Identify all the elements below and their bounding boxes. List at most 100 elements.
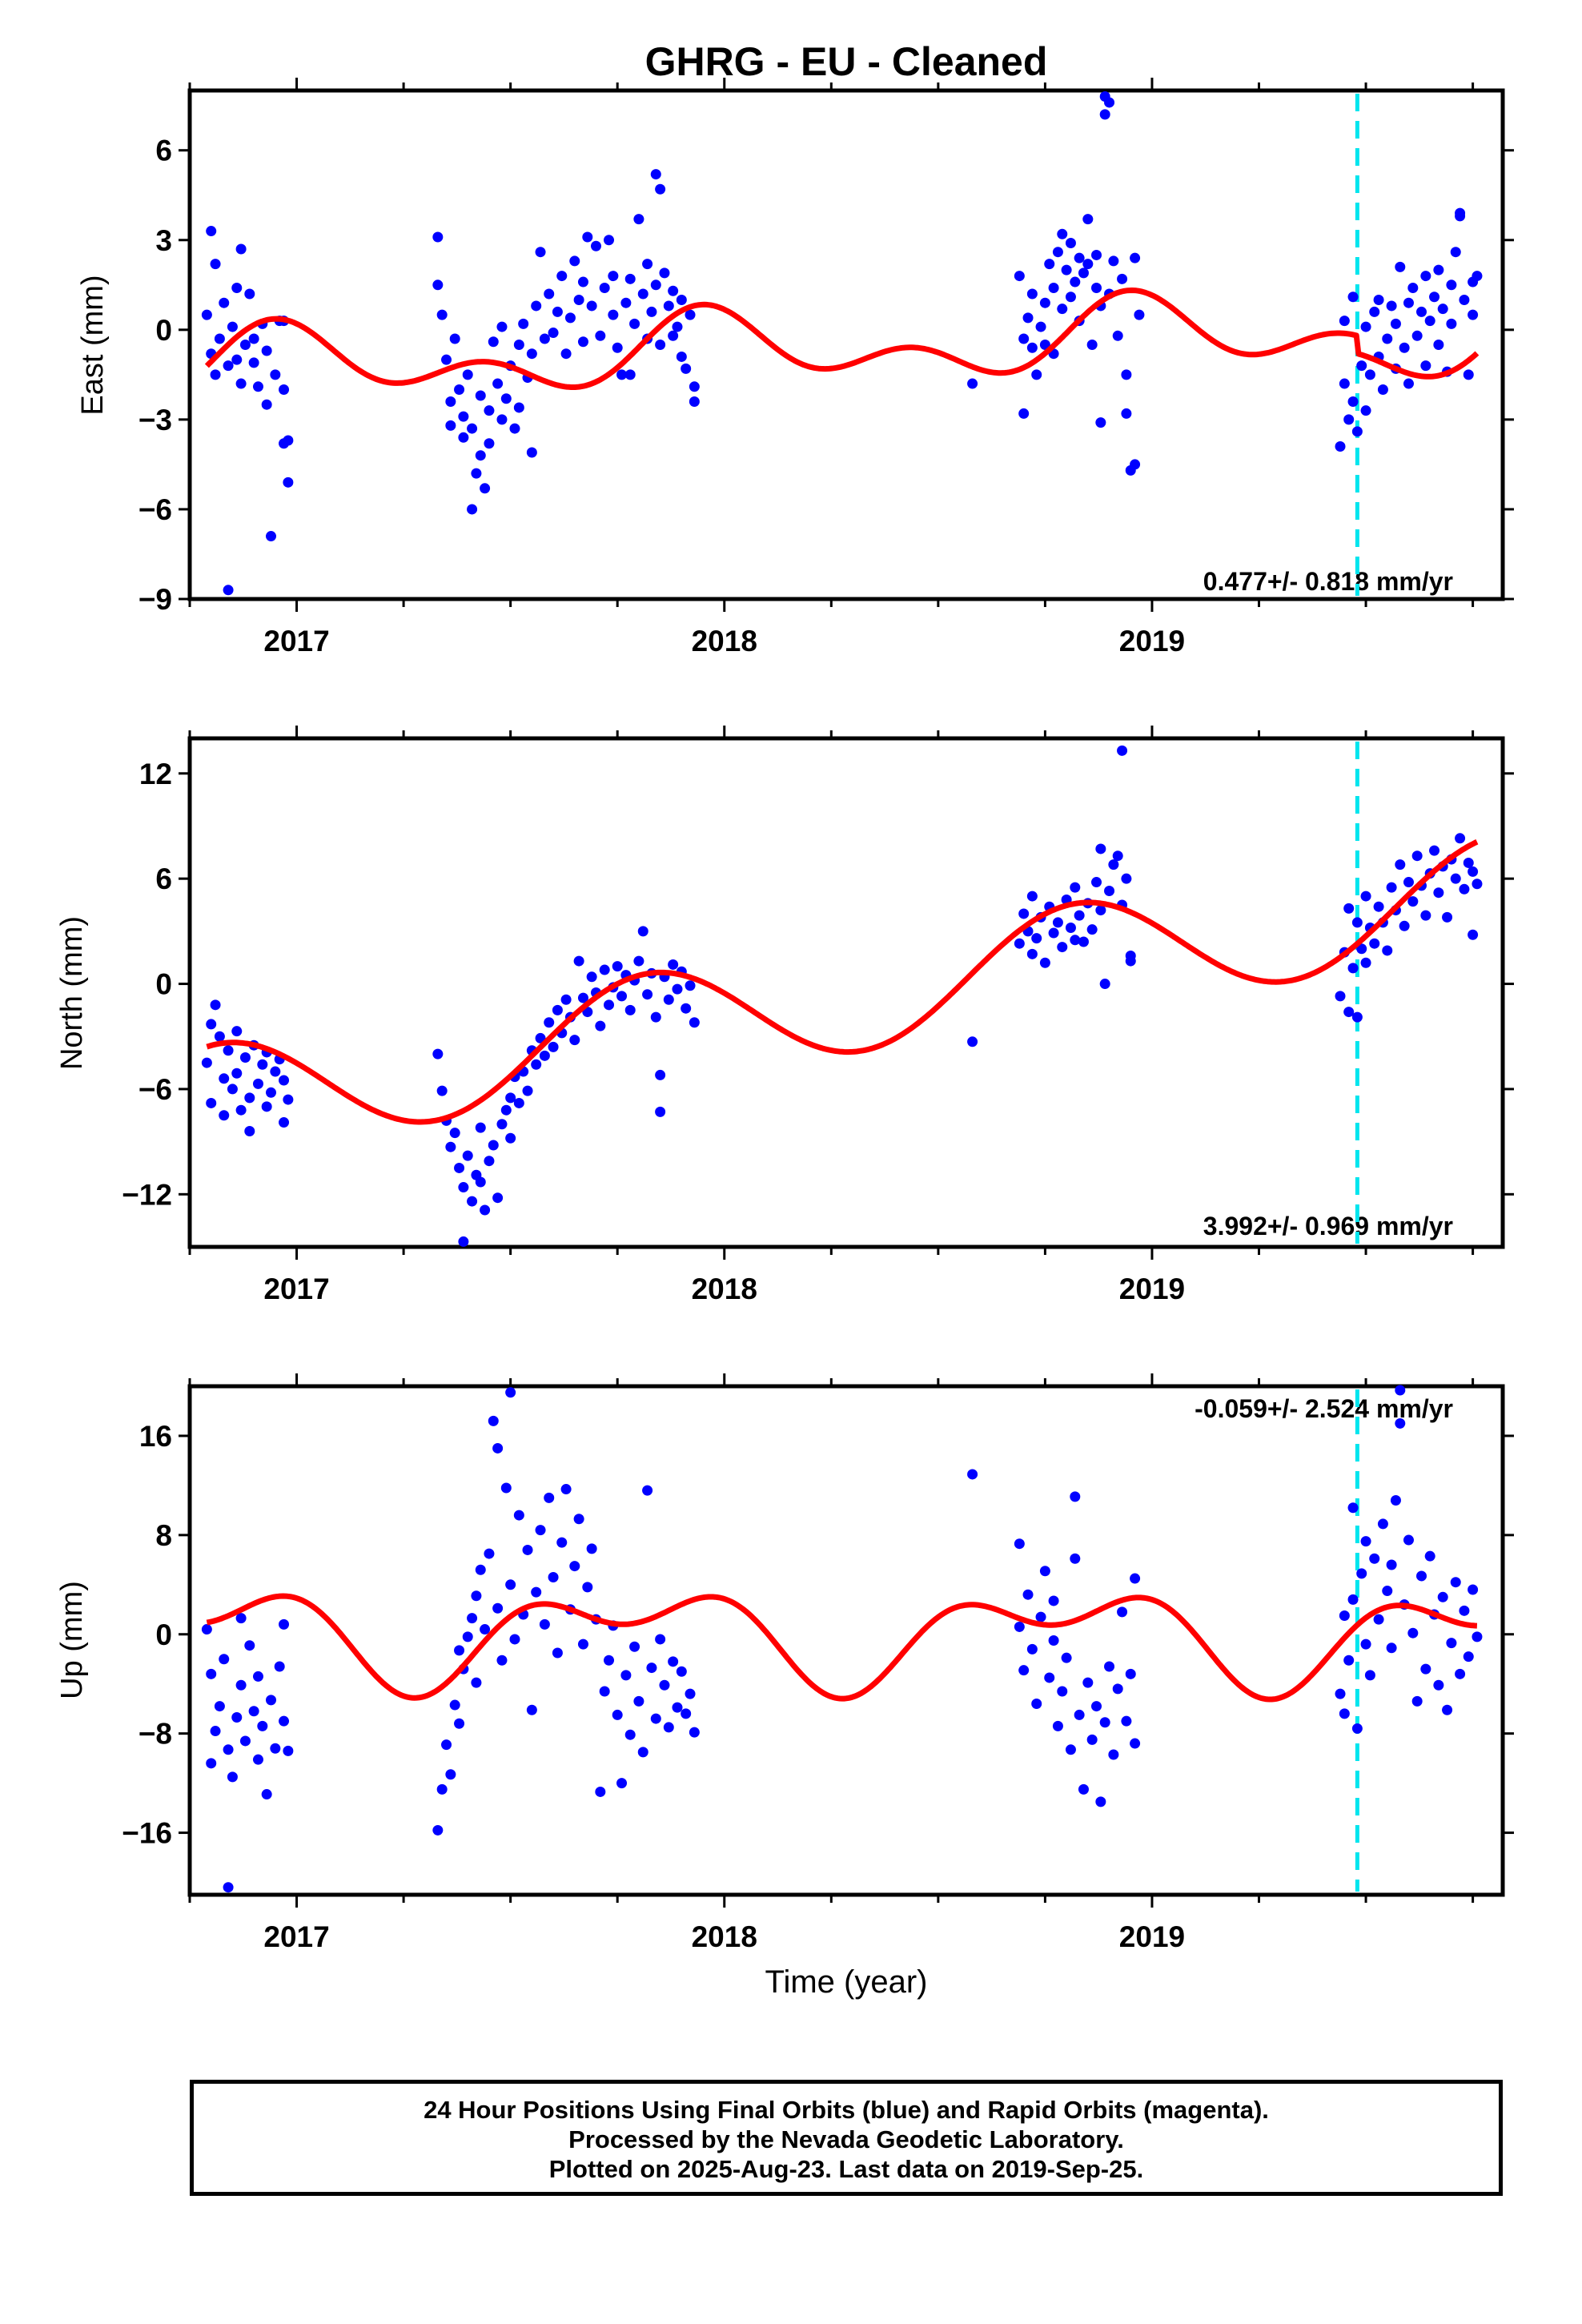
north-data-point	[655, 1069, 666, 1080]
east-data-point	[573, 294, 584, 305]
east-data-point	[582, 231, 593, 243]
east-data-point	[1360, 405, 1371, 416]
up-data-point	[1048, 1595, 1059, 1606]
east-data-point	[577, 276, 588, 287]
up-plot-layer: −16 −8 0 8 16 2017 2018 2019	[122, 1373, 1514, 1953]
east-data-point	[1065, 238, 1076, 248]
north-axis-label: North (mm)	[55, 916, 89, 1070]
up-data-point	[642, 1485, 653, 1496]
up-data-point	[646, 1663, 657, 1674]
north-data-point	[505, 1132, 516, 1144]
up-data-point	[471, 1590, 482, 1602]
north-data-point	[1125, 955, 1136, 967]
north-data-point	[219, 1073, 230, 1084]
east-data-point	[650, 169, 661, 180]
up-axis-label: Up (mm)	[55, 1581, 89, 1699]
east-data-point	[265, 531, 276, 542]
up-data-point	[235, 1613, 247, 1624]
north-data-point	[642, 989, 653, 1000]
east-data-point	[1091, 283, 1102, 294]
east-data-point	[1446, 318, 1457, 329]
up-data-point	[1420, 1663, 1431, 1675]
up-data-point	[544, 1492, 555, 1503]
north-ytick-label: −6	[139, 1073, 172, 1106]
north-data-point	[210, 999, 221, 1011]
north-data-point	[1468, 929, 1479, 940]
east-data-point	[214, 333, 225, 344]
east-fit-curve	[204, 287, 1480, 390]
east-data-point	[210, 369, 221, 380]
east-data-point	[206, 226, 217, 237]
east-data-point	[1104, 97, 1115, 108]
east-data-point	[612, 342, 623, 353]
east-data-point	[590, 240, 601, 251]
east-data-point	[1424, 316, 1435, 327]
up-data-point	[1099, 1717, 1110, 1728]
east-data-point	[227, 321, 238, 332]
east-data-point	[1446, 279, 1457, 291]
east-xtick-label: 2017	[263, 625, 329, 657]
east-data-point	[1039, 297, 1050, 308]
north-data-point	[1048, 927, 1059, 939]
east-data-point	[1022, 312, 1034, 324]
east-data-point	[244, 288, 255, 300]
north-data-point	[1356, 943, 1367, 955]
figure-title: GHRG - EU - Cleaned	[645, 39, 1048, 84]
north-data-point	[1343, 903, 1355, 914]
up-data-point	[1061, 1652, 1072, 1663]
east-data-point	[492, 378, 504, 389]
east-data-point	[608, 309, 619, 320]
up-data-point	[668, 1656, 679, 1667]
up-data-point	[1433, 1679, 1444, 1691]
east-data-point	[201, 309, 212, 320]
north-data-point	[544, 1017, 555, 1028]
north-data-point	[1074, 910, 1085, 921]
north-data-point	[1450, 873, 1461, 884]
north-data-point	[500, 1104, 512, 1116]
north-data-point	[548, 1041, 559, 1052]
up-data-point	[513, 1510, 524, 1521]
east-data-point	[1014, 271, 1025, 282]
east-data-point	[231, 283, 243, 294]
east-data-point	[1121, 369, 1132, 380]
north-data-point	[1057, 942, 1068, 953]
north-data-point	[505, 1092, 516, 1104]
up-data-point	[500, 1482, 512, 1494]
north-data-point	[1026, 948, 1038, 959]
north-data-point	[1095, 843, 1106, 854]
up-data-point	[620, 1670, 632, 1681]
caption-line-2: Processed by the Nevada Geodetic Laborat…	[568, 2125, 1124, 2153]
east-data-point	[681, 363, 692, 374]
north-data-point	[1070, 935, 1081, 946]
east-data-point	[270, 369, 281, 380]
up-data-point	[1403, 1534, 1414, 1546]
east-data-point	[604, 235, 615, 246]
up-data-point	[573, 1514, 584, 1525]
north-data-point	[279, 1117, 290, 1128]
east-data-point	[509, 423, 520, 434]
east-data-point	[539, 333, 550, 344]
up-ytick-label: 8	[155, 1519, 172, 1552]
east-data-point	[967, 378, 978, 389]
up-data-point	[432, 1824, 444, 1835]
up-data-point	[1112, 1683, 1123, 1695]
north-data-point	[689, 1017, 700, 1028]
up-data-point	[1407, 1627, 1419, 1638]
north-fit-curve	[206, 839, 1479, 1125]
north-data-point	[1091, 877, 1102, 888]
east-data-point	[1086, 340, 1098, 350]
east-data-point	[441, 354, 452, 365]
east-data-point	[231, 354, 243, 365]
up-data-point	[1382, 1586, 1393, 1597]
north-data-point	[449, 1128, 460, 1139]
east-data-point	[1463, 369, 1474, 380]
east-data-point	[1382, 333, 1393, 344]
east-data-point	[1399, 342, 1410, 353]
north-data-point	[1070, 882, 1081, 893]
east-data-point	[689, 381, 700, 392]
east-data-point	[1351, 426, 1363, 437]
east-data-point	[531, 300, 542, 312]
north-ytick-label: −12	[122, 1178, 172, 1211]
east-data-point	[655, 340, 666, 350]
east-data-point	[1433, 340, 1444, 350]
